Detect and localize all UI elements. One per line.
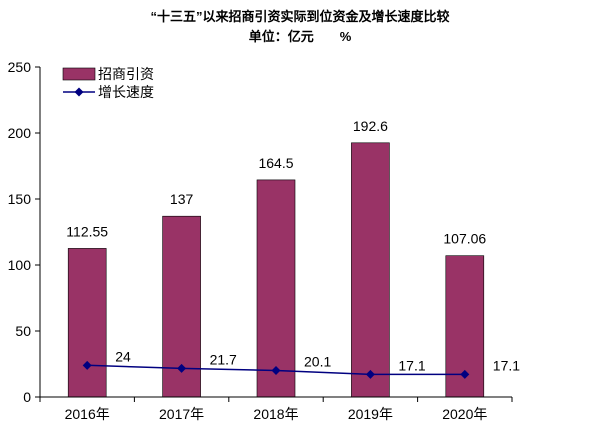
bar-label-2: 164.5 [258, 155, 293, 171]
axes-layer: 0 50 100 150 200 250 2016年 2017年 2018年 2019年 2020年 [8, 59, 513, 422]
bar-label-4: 107.06 [443, 231, 486, 247]
legend-bar-swatch [62, 67, 96, 81]
y-tick-label-3: 150 [8, 191, 32, 207]
bar-2 [256, 179, 296, 398]
x-tick-label-0: 2016年 [65, 406, 110, 422]
legend: 招商引资 增长速度 [62, 66, 154, 100]
bar-label-0: 112.55 [66, 223, 108, 239]
bar-label-3: 192.6 [353, 118, 388, 134]
growth-label-1: 21.7 [210, 351, 237, 367]
x-tick-label-3: 2019年 [348, 406, 393, 422]
data-labels-layer: 112.55 137 164.5 192.6 107.06 24 21.7 20.1 17.1 1… [66, 118, 520, 374]
legend-bar-label: 招商引资 [98, 66, 154, 82]
growth-point-3 [365, 369, 375, 379]
x-tick-label-4: 2020年 [442, 406, 487, 422]
y-tick-label-2: 100 [8, 257, 32, 273]
y-tick-label-1: 50 [15, 323, 31, 339]
bar-3 [351, 142, 390, 398]
growth-point-4 [460, 369, 470, 379]
chart-subtitle: 单位：亿元 % [249, 29, 352, 44]
bar-label-1: 137 [170, 191, 194, 207]
bars-layer [67, 142, 485, 398]
y-tick-label-4: 200 [8, 125, 32, 141]
growth-label-3: 17.1 [398, 357, 425, 373]
growth-point-0 [82, 360, 92, 370]
y-tick-label-0: 0 [23, 389, 31, 405]
x-tick-label-2: 2018年 [253, 406, 298, 422]
bar-0 [67, 248, 107, 398]
growth-label-4: 17.1 [493, 357, 520, 373]
growth-label-2: 20.1 [304, 354, 331, 370]
legend-line-marker [74, 87, 84, 97]
line-layer [82, 360, 470, 379]
y-tick-label-5: 250 [8, 59, 32, 75]
chart-title: “十三五”以来招商引资实际到位资金及增长速度比较 [150, 9, 449, 24]
growth-label-0: 24 [115, 348, 131, 364]
growth-point-1 [177, 363, 187, 373]
growth-point-2 [271, 365, 281, 375]
legend-line-label: 增长速度 [98, 84, 154, 100]
x-tick-label-1: 2017年 [159, 406, 204, 422]
